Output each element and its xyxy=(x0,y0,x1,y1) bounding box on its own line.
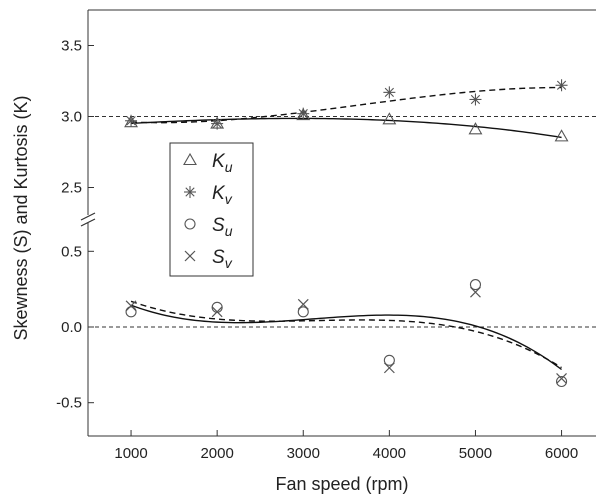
x-tick-label: 2000 xyxy=(200,445,233,462)
legend-marker-kv-stroke xyxy=(185,187,195,197)
marker-kv xyxy=(125,114,138,127)
marker-sv-stroke xyxy=(383,362,395,374)
legend-label-main: S xyxy=(212,215,225,236)
marker-su xyxy=(383,354,395,366)
fit-curve-su xyxy=(130,304,562,371)
x-axis-label: Fan speed (rpm) xyxy=(275,474,408,494)
legend-label-subscript: v xyxy=(225,191,233,207)
marker-sv-stroke xyxy=(297,298,309,310)
x-tick-label: 5000 xyxy=(459,445,492,462)
marker-kv xyxy=(297,107,310,120)
marker-sv-stroke xyxy=(470,286,481,298)
marker-sv xyxy=(125,300,137,312)
axis-break-stroke xyxy=(80,212,96,221)
fit-curve-sv xyxy=(130,300,562,369)
marker-ku xyxy=(468,122,483,135)
legend-label-subscript: u xyxy=(225,223,233,239)
fit-curve-kv xyxy=(131,86,562,124)
fit-curve-ku xyxy=(131,117,562,139)
marker-sv-stroke xyxy=(556,373,567,384)
marker-kv xyxy=(555,79,568,92)
marker-kv-stroke xyxy=(470,94,481,105)
axis-break-stroke xyxy=(80,218,96,227)
marker-kv xyxy=(211,117,224,130)
axis-ticks: 1000 2000 3000 4000 5000 6000 2.5 3.0 3.5 -0.5 0.0… xyxy=(56,38,578,463)
x-tick-label: 4000 xyxy=(373,445,406,462)
marker-kv xyxy=(469,93,482,106)
legend-marker-sv-stroke xyxy=(184,250,196,262)
x-tick-label: 3000 xyxy=(287,445,320,462)
y-tick-label-lower: -0.5 xyxy=(56,395,82,412)
legend-label-main: K xyxy=(212,183,226,204)
legend-label: Su xyxy=(212,215,233,239)
legend-marker-kv xyxy=(184,186,196,198)
plot-frame xyxy=(80,9,596,437)
y-tick-label-upper: 2.5 xyxy=(61,180,82,197)
axis-break-marks xyxy=(80,212,96,227)
marker-sv xyxy=(211,306,223,318)
legend-box xyxy=(169,142,254,277)
y-axis-label: Skewness (S) and Kurtosis (K) xyxy=(11,95,31,340)
legend-label: Kv xyxy=(212,183,233,207)
marker-sv xyxy=(297,298,309,310)
marker-kv-stroke xyxy=(298,109,308,119)
marker-kv-stroke xyxy=(212,118,222,129)
legend-label: Sv xyxy=(212,247,233,271)
y-tick-label-lower: 0.5 xyxy=(61,243,82,260)
marker-ku xyxy=(382,112,397,125)
x-tick-label: 1000 xyxy=(114,445,147,462)
marker-sv xyxy=(383,362,395,374)
x-tick-label: 6000 xyxy=(545,445,578,462)
marker-sv-stroke xyxy=(211,306,223,318)
reference-lines xyxy=(88,116,596,328)
y-tick-label-lower: 0.0 xyxy=(61,319,82,336)
marker-ku xyxy=(554,129,569,142)
marker-su xyxy=(556,375,568,388)
marker-su xyxy=(211,301,223,313)
marker-kv-stroke xyxy=(126,116,136,126)
fit-curves xyxy=(130,86,562,371)
data-markers xyxy=(124,79,569,388)
legend-marker-ku xyxy=(183,152,197,166)
legend-marker-sv xyxy=(184,250,196,262)
marker-kv-stroke xyxy=(384,87,394,97)
y-tick-label-upper: 3.5 xyxy=(61,38,82,55)
axis-break-gap xyxy=(80,215,96,223)
legend-label-main: K xyxy=(212,151,226,172)
marker-sv xyxy=(470,286,481,298)
marker-su xyxy=(297,306,309,318)
marker-sv xyxy=(556,373,567,384)
legend-label-subscript: v xyxy=(225,255,233,271)
legend-marker-su xyxy=(184,218,196,230)
legend-label: Ku xyxy=(212,151,233,175)
marker-kv xyxy=(383,86,396,99)
y-tick-label-upper: 3.0 xyxy=(61,109,82,126)
marker-sv-stroke xyxy=(125,300,137,312)
marker-kv-stroke xyxy=(556,80,567,90)
marker-su xyxy=(469,279,482,291)
legend-label-main: S xyxy=(212,247,225,268)
marker-su xyxy=(125,306,137,318)
legend-label-subscript: u xyxy=(225,159,233,175)
